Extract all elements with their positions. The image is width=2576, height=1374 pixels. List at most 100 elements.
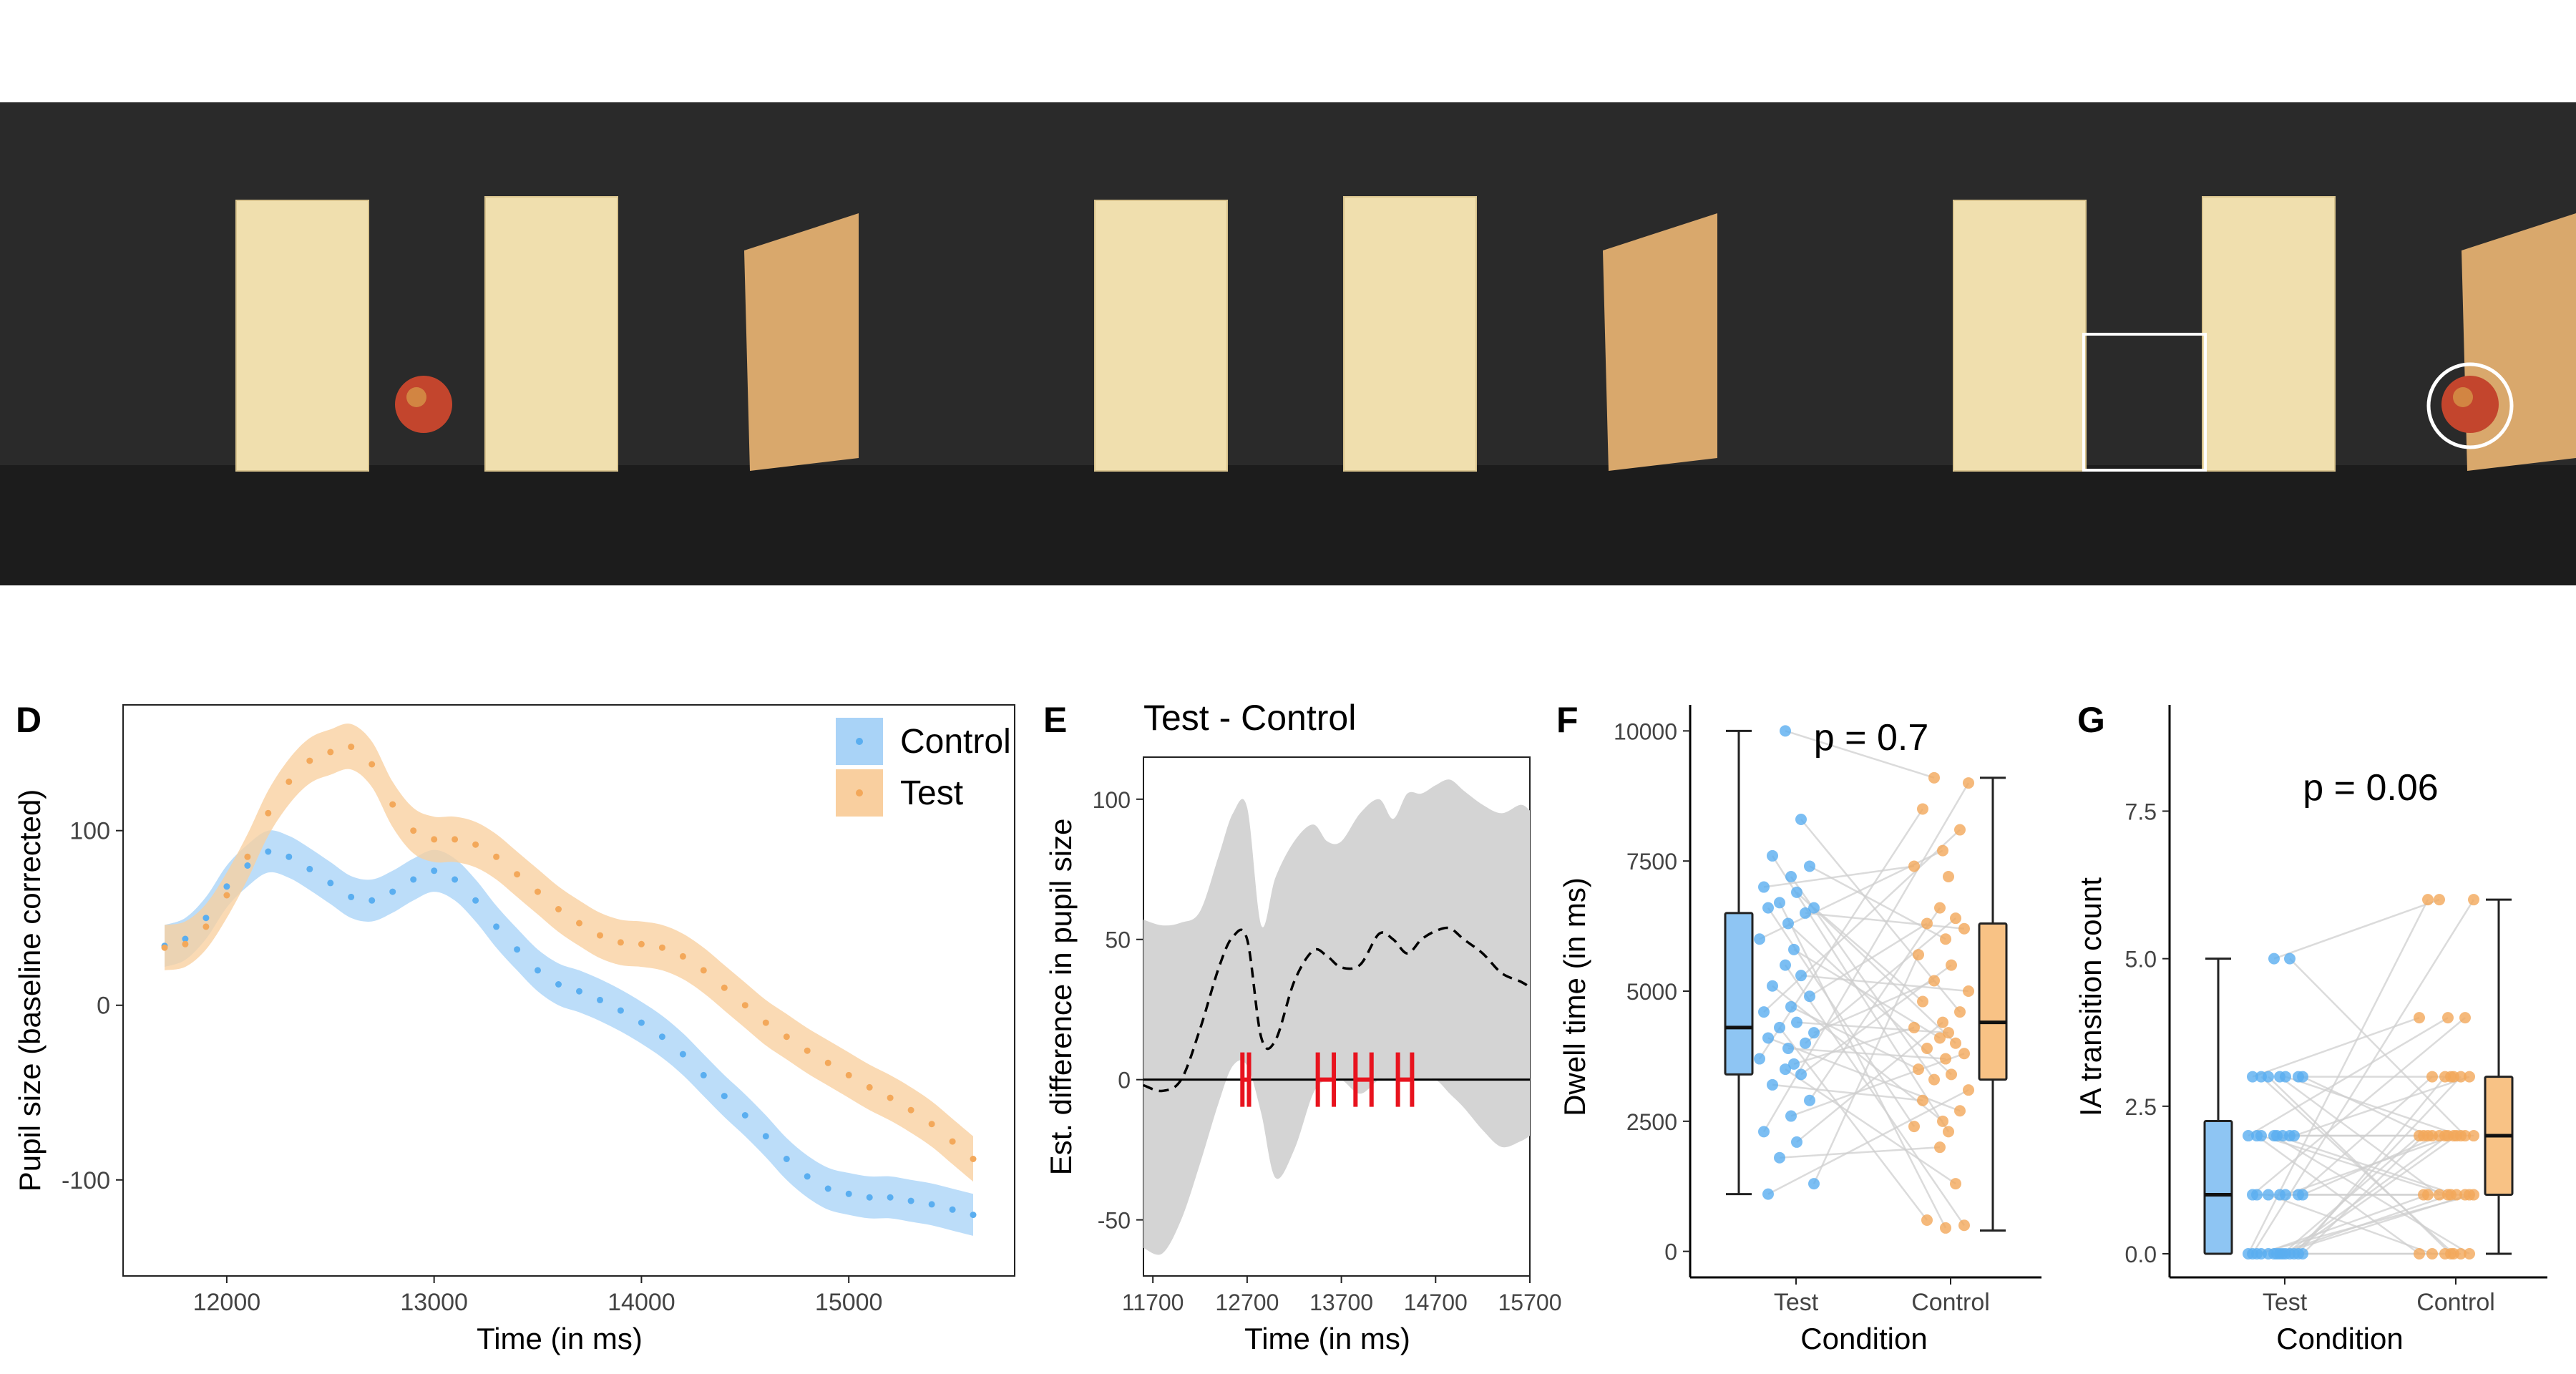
panel-d-point-control bbox=[306, 865, 313, 872]
panel-f-point-test bbox=[1808, 1178, 1820, 1190]
photo-2-board-left bbox=[1094, 200, 1228, 472]
panel-g-pair-line bbox=[2285, 1135, 2449, 1255]
panel-letter-g: G bbox=[2077, 700, 2105, 740]
panel-g-ytick-label: 5.0 bbox=[2125, 947, 2157, 973]
panel-f-point-test bbox=[1782, 1043, 1794, 1054]
panel-g-xtick-label: Control bbox=[2416, 1289, 2495, 1316]
panel-g-point-test bbox=[2243, 1130, 2254, 1142]
panel-d-ylabel: Pupil size (baseline corrected) bbox=[13, 789, 47, 1192]
panel-f-pair-line bbox=[1772, 1083, 1923, 1101]
legend-label-control: Control bbox=[900, 723, 1011, 761]
panel-g-point-control bbox=[2439, 1130, 2451, 1142]
panel-f-pair-line bbox=[1796, 1021, 1943, 1143]
panel-d-point-control bbox=[679, 1051, 686, 1058]
photo-1-table bbox=[0, 465, 859, 585]
panel-d-point-control bbox=[535, 967, 541, 974]
panel-d-point-test bbox=[679, 952, 686, 960]
panel-f-pair-line bbox=[1767, 1089, 1969, 1195]
panel-f-point-test bbox=[1791, 1016, 1802, 1028]
photo-1-side-screen bbox=[744, 213, 859, 471]
panel-d-ytick-label: -100 bbox=[62, 1167, 110, 1194]
panel-d-point-control bbox=[223, 883, 230, 890]
panel-g-pair-line bbox=[2293, 1076, 2462, 1254]
panel-d-point-control bbox=[389, 888, 396, 895]
panel-e-xtick-label: 11700 bbox=[1122, 1290, 1184, 1315]
panel-f-point-control bbox=[1921, 1214, 1933, 1226]
panel-f-point-control bbox=[1913, 1063, 1924, 1076]
panel-d-point-control bbox=[514, 946, 521, 953]
photo-1-board-left bbox=[235, 200, 369, 472]
panel-d-point-test bbox=[161, 944, 168, 951]
panel-f-point-control bbox=[1954, 824, 1966, 836]
panel-d-xtick-label: 12000 bbox=[193, 1289, 261, 1316]
panel-f-point-control bbox=[1940, 1222, 1951, 1234]
panel-d-point-test bbox=[866, 1083, 873, 1091]
panel-f-pair-line bbox=[1808, 907, 1941, 1101]
panel-g-ylabel: IA transition count bbox=[2074, 877, 2107, 1116]
panel-g-point-control bbox=[2414, 1248, 2425, 1260]
panel-e-title: Test - Control bbox=[1143, 698, 1356, 738]
panel-d-point-control bbox=[493, 923, 500, 930]
panel-e-ytick-label: -50 bbox=[1098, 1208, 1131, 1234]
panel-d-point-control bbox=[783, 1156, 790, 1162]
panel-f-pair-line bbox=[1771, 855, 1950, 1133]
panel-e-ytick-label: 100 bbox=[1093, 787, 1131, 813]
panel-f-point-test bbox=[1754, 1053, 1765, 1065]
panel-f-point-test bbox=[1785, 1110, 1797, 1122]
photo-3-area-of-interest-box bbox=[2082, 333, 2207, 472]
photo-2-board-right bbox=[1343, 196, 1477, 472]
panel-f-point-test bbox=[1804, 990, 1815, 1003]
panel-g-point-control bbox=[2468, 1130, 2479, 1142]
panel-g-point-test bbox=[2263, 1189, 2274, 1201]
panel-d-point-test bbox=[617, 939, 624, 946]
panel-d-point-test bbox=[348, 744, 355, 751]
panel-f-point-test bbox=[1788, 943, 1800, 955]
panel-g-point-control bbox=[2445, 1248, 2457, 1260]
panel-g-point-control bbox=[2451, 1189, 2462, 1201]
panel-f-point-control bbox=[1908, 1021, 1920, 1033]
legend-dot-test bbox=[856, 789, 863, 796]
panel-f-point-control bbox=[1917, 803, 1928, 815]
panel-d-point-control bbox=[327, 880, 334, 887]
panel-f-point-test bbox=[1808, 1027, 1820, 1039]
panel-f-pair-line bbox=[1790, 1053, 1965, 1117]
panel-e-ytick-label: 50 bbox=[1105, 927, 1131, 953]
panel-f-box-control bbox=[1978, 922, 2008, 1081]
panel-f-point-control bbox=[1958, 1219, 1970, 1232]
panel-f-pair-line bbox=[1813, 954, 1920, 1184]
panel-f-point-control bbox=[1937, 1115, 1948, 1127]
legend-dot-control bbox=[856, 738, 863, 745]
panel-g-point-control bbox=[2442, 1189, 2454, 1201]
panel-g-point-control bbox=[2464, 1071, 2475, 1083]
panel-d-point-test bbox=[804, 1047, 811, 1054]
panel-f-point-control bbox=[1946, 959, 1957, 971]
panel-d-point-test bbox=[452, 836, 459, 843]
panel-f-point-test bbox=[1774, 897, 1785, 909]
panel-d-point-control bbox=[845, 1190, 852, 1197]
panel-e-xlabel: Time (in ms) bbox=[1244, 1322, 1410, 1355]
panel-f-point-test bbox=[1800, 1037, 1811, 1049]
panel-f-point-control bbox=[1928, 771, 1940, 784]
panel-d-point-control bbox=[472, 897, 479, 904]
panel-d-point-test bbox=[887, 1094, 894, 1101]
panel-g-point-test bbox=[2268, 1130, 2280, 1142]
panel-f-pvalue: p = 0.7 bbox=[1814, 717, 1928, 759]
panel-d-point-test bbox=[389, 801, 396, 808]
panel-d-point-control bbox=[244, 862, 251, 869]
panel-d-ytick-label: 100 bbox=[69, 818, 110, 845]
panel-g-xlabel: Condition bbox=[2276, 1322, 2403, 1355]
panel-f-point-control bbox=[1928, 1073, 1940, 1086]
panel-f-ytick-label: 2500 bbox=[1626, 1109, 1677, 1135]
panel-f-point-test bbox=[1800, 907, 1811, 919]
panel-f-point-test bbox=[1774, 1021, 1785, 1033]
panel-d-xtick-label: 14000 bbox=[608, 1289, 675, 1316]
photo-3-apple-highlight bbox=[2453, 387, 2473, 407]
panel-g-pair-line bbox=[2298, 1076, 2446, 1254]
panel-g-point-control bbox=[2455, 1071, 2467, 1083]
panel-d-point-test bbox=[783, 1033, 790, 1041]
panel-f-point-test bbox=[1804, 860, 1815, 872]
photo-1-apple-highlight bbox=[406, 387, 426, 407]
panel-e-ytick-label: 0 bbox=[1118, 1068, 1131, 1093]
panel-d-xtick-label: 13000 bbox=[400, 1289, 468, 1316]
panel-f-point-test bbox=[1762, 902, 1774, 914]
